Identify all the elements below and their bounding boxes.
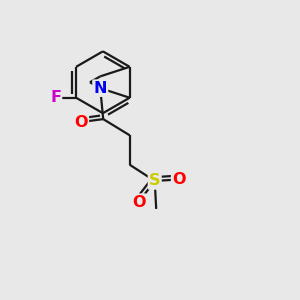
Text: O: O <box>172 172 186 187</box>
Text: O: O <box>74 115 88 130</box>
Text: O: O <box>132 195 145 210</box>
Text: F: F <box>50 90 61 105</box>
Text: N: N <box>94 81 107 96</box>
Text: S: S <box>149 173 160 188</box>
